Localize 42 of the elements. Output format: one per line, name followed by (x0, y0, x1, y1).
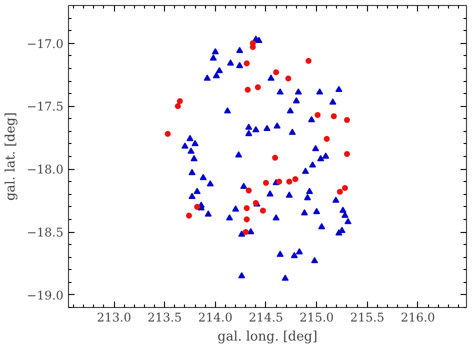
point (244, 216, 250, 222)
point (286, 178, 292, 185)
point (254, 84, 261, 90)
point (262, 180, 269, 186)
y-tick-label: −18.5 (26, 226, 64, 240)
point (244, 86, 251, 93)
x-tick-label: 215.5 (350, 310, 384, 324)
x-tick-label: 213.5 (148, 310, 182, 324)
x-tick-label: 214.0 (198, 310, 233, 324)
y-axis-title: gal. lat. [deg] (4, 112, 19, 201)
point (273, 69, 280, 76)
point (336, 188, 343, 195)
point (244, 60, 250, 66)
point (194, 204, 200, 210)
point (186, 212, 192, 219)
point (164, 130, 171, 137)
point (344, 117, 350, 124)
point (324, 136, 330, 142)
x-tick-label: 214.5 (248, 310, 284, 324)
point (314, 112, 321, 118)
point (342, 184, 348, 191)
point (276, 178, 282, 185)
point (344, 150, 350, 157)
point (246, 187, 252, 194)
point (244, 205, 250, 212)
point (272, 154, 278, 161)
point (260, 208, 266, 214)
x-axis-title: gal. long. [deg] (218, 330, 318, 344)
point (285, 75, 292, 82)
point (174, 103, 181, 110)
x-tick-label: 215.0 (299, 310, 334, 324)
x-tick-label: 216.0 (400, 310, 436, 324)
x-tick-label: 213.0 (96, 310, 132, 324)
y-tick-label: −18.0 (26, 162, 64, 177)
y-tick-label: −17.5 (26, 100, 64, 114)
point (292, 176, 298, 182)
y-tick-label: −19.0 (26, 288, 64, 302)
point (242, 229, 249, 235)
point (176, 98, 183, 104)
point (330, 113, 337, 120)
point (306, 58, 312, 64)
y-tick-label: −17.0 (26, 36, 64, 51)
